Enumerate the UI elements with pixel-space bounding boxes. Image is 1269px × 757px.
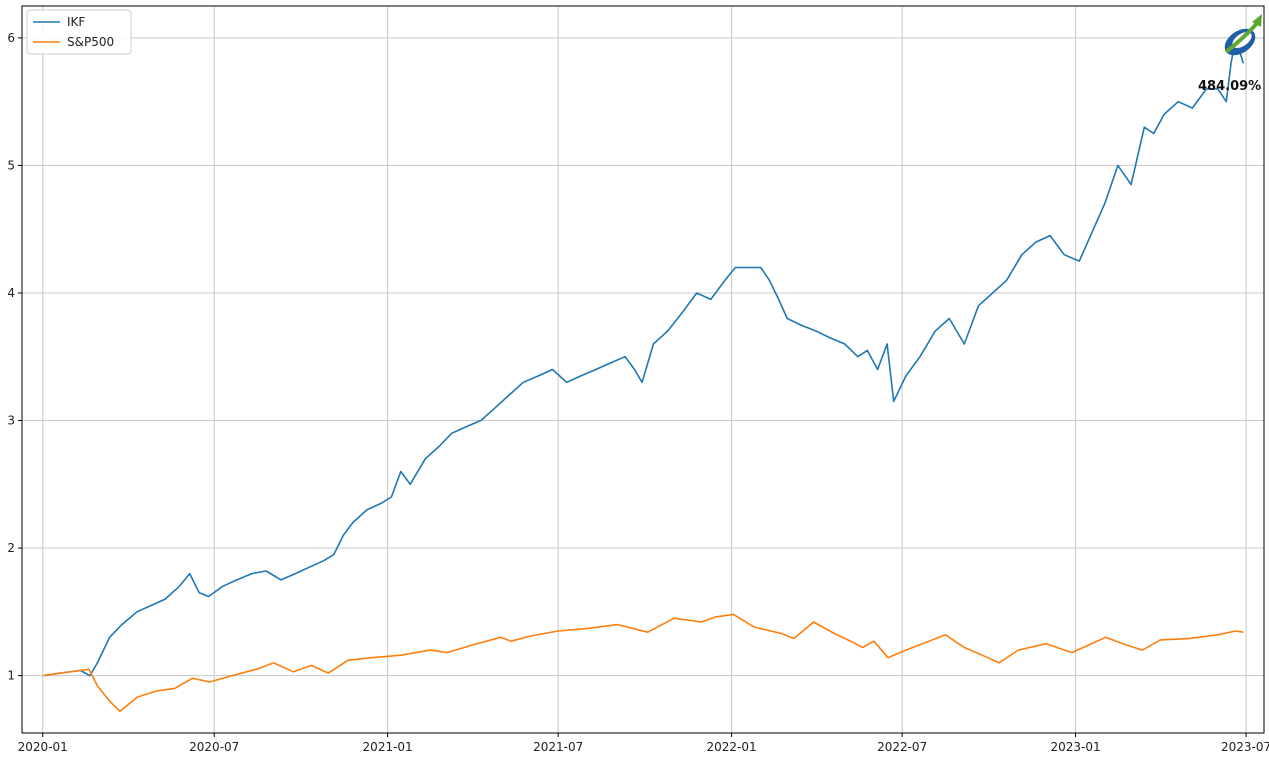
x-tick-label: 2022-01 (707, 740, 757, 754)
x-tick-label: 2021-07 (533, 740, 583, 754)
x-tick-label: 2022-07 (877, 740, 927, 754)
series-layer (43, 37, 1245, 713)
x-axis-ticks: 2020-01 2020-07 2021-01 2021-07 2022-01 2022-… (18, 733, 1269, 754)
series-line-sp500 (43, 613, 1244, 713)
x-tick-label: 2020-01 (18, 740, 68, 754)
x-tick-label: 2021-01 (363, 740, 413, 754)
legend-label-ikf: IKF (67, 15, 85, 29)
legend-box (26, 9, 132, 55)
y-tick-label: 1 (7, 669, 15, 683)
y-tick-label: 5 (7, 158, 15, 172)
series-line-ikf (43, 37, 1245, 677)
y-axis-ticks: 1 2 3 4 5 6 (7, 31, 22, 683)
logo-icon (1224, 14, 1262, 56)
x-tick-label: 2023-07 (1221, 740, 1269, 754)
return-annotation: 484.09% (1198, 79, 1261, 94)
legend-label-sp500: S&P500 (67, 35, 114, 49)
x-tick-label: 2023-01 (1050, 740, 1100, 754)
grid-layer (22, 6, 1264, 733)
legend: IKF S&P500 (26, 9, 132, 55)
y-tick-label: 3 (7, 414, 15, 428)
y-tick-label: 6 (7, 31, 15, 45)
x-tick-label: 2020-07 (189, 740, 239, 754)
y-tick-label: 2 (7, 541, 15, 555)
y-tick-label: 4 (7, 286, 15, 300)
plot-frame (21, 5, 1265, 734)
